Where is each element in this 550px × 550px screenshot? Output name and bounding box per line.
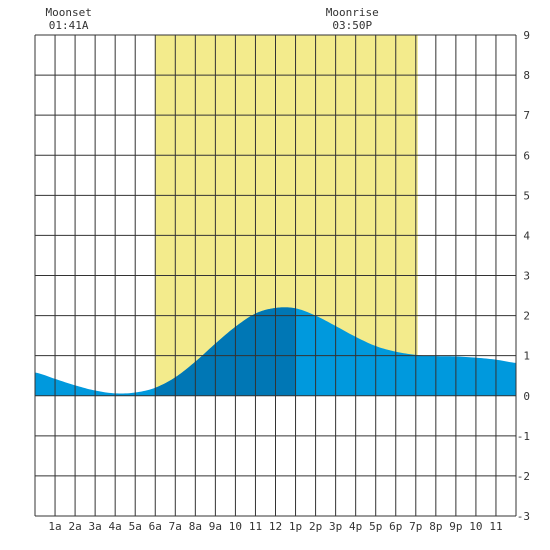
x-tick-label: 11 — [249, 520, 262, 533]
y-tick-label: 6 — [523, 149, 530, 162]
x-tick-label: 10 — [229, 520, 242, 533]
x-tick-label: 7p — [409, 520, 422, 533]
y-tick-label: 2 — [523, 310, 530, 323]
x-tick-label: 6p — [389, 520, 402, 533]
y-tick-label: 5 — [523, 189, 530, 202]
x-tick-label: 10 — [469, 520, 482, 533]
x-tick-label: 4a — [109, 520, 122, 533]
x-tick-label: 3p — [329, 520, 342, 533]
y-tick-labels: 9 8 7 6 5 4 3 2 1 0 -1 -2 -3 — [517, 29, 531, 523]
x-tick-label: 8a — [189, 520, 202, 533]
x-tick-label: 2a — [68, 520, 81, 533]
y-tick-label: 4 — [523, 229, 530, 242]
moon-event-name: Moonrise — [326, 6, 379, 19]
y-tick-label: 1 — [523, 350, 530, 363]
x-tick-label: 5p — [369, 520, 382, 533]
x-tick-label: 7a — [169, 520, 182, 533]
y-tick-label: -1 — [517, 430, 530, 443]
x-tick-label: 1p — [289, 520, 302, 533]
grid-layer — [34, 34, 517, 517]
x-tick-label: 4p — [349, 520, 362, 533]
x-tick-label: 8p — [429, 520, 442, 533]
moon-event-time: 01:41A — [49, 19, 89, 32]
x-tick-label: 9a — [209, 520, 222, 533]
x-tick-label: 12 — [269, 520, 282, 533]
moon-event-name: Moonset — [45, 6, 91, 19]
x-tick-label: 1a — [48, 520, 61, 533]
x-tick-label: 5a — [129, 520, 142, 533]
tide-area-highlight — [155, 307, 296, 396]
moon-event-time: 03:50P — [332, 19, 372, 32]
x-tick-label: 11 — [489, 520, 502, 533]
x-tick-label: 3a — [89, 520, 102, 533]
y-tick-label: 9 — [523, 29, 530, 42]
y-tick-label: 3 — [523, 270, 530, 283]
x-tick-label: 9p — [449, 520, 462, 533]
y-tick-label: 7 — [523, 109, 530, 122]
y-tick-label: -2 — [517, 470, 530, 483]
y-tick-label: 0 — [523, 390, 530, 403]
x-tick-label: 2p — [309, 520, 322, 533]
x-tick-labels: 1a 2a 3a 4a 5a 6a 7a 8a 9a 10 11 12 1p 2p 3p 4p 5p 6p 7p 8p… — [48, 520, 502, 533]
x-tick-label: 6a — [149, 520, 162, 533]
y-tick-label: -3 — [517, 510, 530, 523]
y-tick-label: 8 — [523, 69, 530, 82]
